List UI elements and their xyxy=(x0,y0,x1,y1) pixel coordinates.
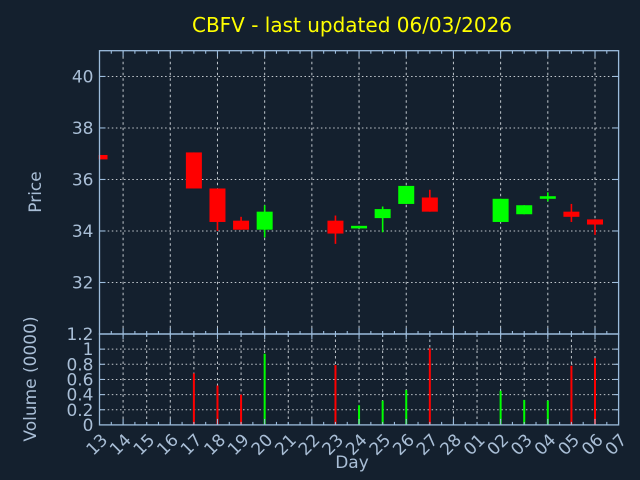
candles xyxy=(98,152,604,244)
tick-label: 40 xyxy=(72,67,94,87)
candle-body-day-13 xyxy=(99,155,108,160)
candle-body-day-04 xyxy=(539,196,556,199)
volume-bars xyxy=(192,348,597,425)
tick-label: 36 xyxy=(72,170,94,190)
candle-body-day-26 xyxy=(398,185,415,204)
tick-label: 0 xyxy=(83,416,94,436)
price-axis-label: Price xyxy=(26,171,46,213)
candle-body-day-06 xyxy=(587,219,604,225)
tick-label: 0.4 xyxy=(66,386,93,406)
candle-body-day-02 xyxy=(492,198,509,222)
tick-label: 0.2 xyxy=(66,401,93,421)
tick-label: 0.8 xyxy=(66,355,93,375)
day-axis-label: Day xyxy=(335,453,369,473)
tick-label: 0.6 xyxy=(66,370,93,390)
candle-body-day-17 xyxy=(185,152,202,189)
volume-axis-label: Volume (0000) xyxy=(21,316,41,442)
tick-label: 38 xyxy=(72,119,94,139)
tick-label: 32 xyxy=(72,273,94,293)
tick-label: 34 xyxy=(72,222,94,242)
chart-title: CBFV - last updated 06/03/2026 xyxy=(191,13,513,37)
candle-body-day-25 xyxy=(374,209,391,219)
candle-body-day-24 xyxy=(351,225,368,229)
candle-body-day-20 xyxy=(256,211,273,230)
tick-label: 07 xyxy=(602,430,631,459)
candle-body-day-27 xyxy=(421,197,438,212)
candle-body-day-23 xyxy=(327,220,344,234)
candle-body-day-19 xyxy=(233,220,250,230)
tick-labels: 40383634321.210.80.60.40.201314151617181… xyxy=(66,67,631,459)
candle-body-day-03 xyxy=(516,205,533,215)
candle-body-day-05 xyxy=(563,211,580,217)
price-plot-border xyxy=(98,50,620,335)
candle-body-day-18 xyxy=(209,188,226,222)
tick-marks xyxy=(99,50,619,425)
tick-label: 1.2 xyxy=(66,325,93,345)
gridlines xyxy=(99,50,619,425)
tick-label: 1 xyxy=(83,340,94,360)
